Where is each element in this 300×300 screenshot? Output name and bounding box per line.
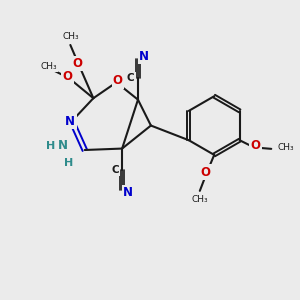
Text: CH₃: CH₃	[277, 143, 294, 152]
Text: C: C	[127, 73, 135, 83]
Text: O: O	[201, 166, 211, 179]
Text: CH₃: CH₃	[191, 195, 208, 204]
Text: N: N	[139, 50, 149, 63]
Text: CH₃: CH₃	[62, 32, 79, 41]
Text: methoxy: methoxy	[44, 62, 51, 64]
Text: C: C	[111, 165, 119, 175]
Text: H: H	[64, 158, 74, 168]
Text: N: N	[65, 115, 75, 128]
Text: O: O	[62, 70, 73, 83]
Text: H: H	[46, 141, 55, 151]
Text: O: O	[113, 74, 123, 87]
Text: O: O	[250, 140, 260, 152]
Text: CH₃: CH₃	[40, 62, 57, 71]
Text: N: N	[58, 139, 68, 152]
Text: O: O	[73, 57, 82, 70]
Text: N: N	[123, 186, 133, 199]
